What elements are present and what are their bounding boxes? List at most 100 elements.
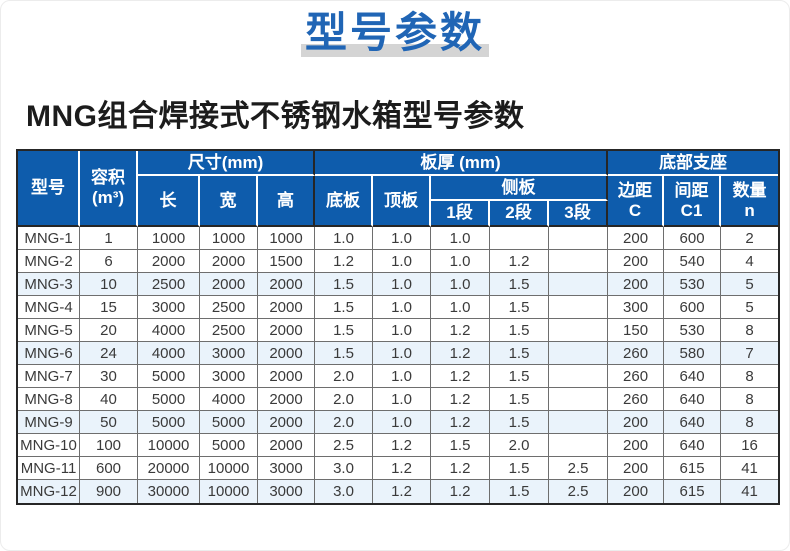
header-model: 型号 [18, 151, 80, 227]
cell-volume: 40 [80, 388, 138, 411]
header-side-group: 侧板 [431, 176, 609, 201]
cell-seg1: 1.2 [431, 457, 491, 480]
header-thickness-group: 板厚 (mm) [315, 151, 609, 176]
cell-top-plate: 1.0 [373, 227, 432, 250]
cell-seg3 [549, 342, 609, 365]
table-row: MNG-8 40 5000 4000 2000 2.0 1.0 1.2 1.5 260 640 8 [18, 388, 779, 411]
header-seg3: 3段 [549, 201, 609, 227]
header-support-group: 底部支座 [608, 151, 779, 176]
cell-spacing-c1: 600 [664, 227, 722, 250]
spec-table-wrap: 型号 容积 (m³) 尺寸(mm) 板厚 (mm) 底部支座 长 宽 高 底板 … [16, 149, 781, 505]
cell-seg3 [549, 434, 609, 457]
cell-qty-n: 41 [721, 480, 779, 503]
cell-bottom-plate: 1.5 [315, 342, 374, 365]
table-row: MNG-7 30 5000 3000 2000 2.0 1.0 1.2 1.5 260 640 8 [18, 365, 779, 388]
page-title: 型号参数 [304, 9, 485, 56]
cell-height: 3000 [258, 480, 316, 503]
cell-width: 2500 [200, 296, 258, 319]
cell-top-plate: 1.0 [373, 388, 432, 411]
cell-width: 2500 [200, 319, 258, 342]
cell-bottom-plate: 3.0 [315, 457, 374, 480]
cell-seg2: 1.5 [490, 457, 550, 480]
cell-spacing-c1: 615 [664, 480, 722, 503]
cell-seg2: 1.5 [490, 411, 550, 434]
cell-seg1: 1.5 [431, 434, 491, 457]
title-wrap: 型号参数 [300, 7, 489, 59]
header-edge-line1: 边距 [618, 180, 653, 200]
cell-spacing-c1: 530 [664, 273, 722, 296]
cell-length: 3000 [138, 296, 200, 319]
cell-edge-c: 150 [608, 319, 665, 342]
cell-seg2: 1.5 [490, 319, 550, 342]
cell-edge-c: 200 [608, 457, 665, 480]
cell-volume: 24 [80, 342, 138, 365]
header-seg1: 1段 [431, 201, 491, 227]
header-seg2: 2段 [490, 201, 550, 227]
cell-seg2: 1.5 [490, 273, 550, 296]
cell-model: MNG-4 [18, 296, 80, 319]
cell-model: MNG-9 [18, 411, 80, 434]
cell-volume: 900 [80, 480, 138, 503]
cell-spacing-c1: 530 [664, 319, 722, 342]
cell-qty-n: 8 [721, 319, 779, 342]
table-row: MNG-5 20 4000 2500 2000 1.5 1.0 1.2 1.5 150 530 8 [18, 319, 779, 342]
cell-seg2: 1.2 [490, 250, 550, 273]
cell-seg3 [549, 296, 609, 319]
cell-spacing-c1: 580 [664, 342, 722, 365]
cell-seg3 [549, 411, 609, 434]
cell-volume: 15 [80, 296, 138, 319]
header-qty-line2: n [744, 200, 755, 220]
title-underlay-bar [300, 44, 489, 57]
cell-height: 1000 [258, 227, 316, 250]
cell-edge-c: 200 [608, 411, 665, 434]
cell-model: MNG-12 [18, 480, 80, 503]
cell-width: 3000 [200, 342, 258, 365]
cell-length: 5000 [138, 411, 200, 434]
header-qty-n: 数量 n [721, 176, 779, 227]
header-volume-line2: (m³) [91, 188, 125, 207]
cell-width: 1000 [200, 227, 258, 250]
cell-length: 2500 [138, 273, 200, 296]
cell-qty-n: 4 [721, 250, 779, 273]
cell-bottom-plate: 2.0 [315, 388, 374, 411]
cell-model: MNG-8 [18, 388, 80, 411]
cell-height: 2000 [258, 273, 316, 296]
cell-seg1: 1.0 [431, 250, 491, 273]
cell-top-plate: 1.2 [373, 434, 432, 457]
cell-top-plate: 1.2 [373, 457, 432, 480]
header-spacing-line2: C1 [680, 200, 703, 220]
cell-length: 30000 [138, 480, 200, 503]
cell-edge-c: 200 [608, 434, 665, 457]
table-body: MNG-1 1 1000 1000 1000 1.0 1.0 1.0 200 600 2 MNG-2 6… [18, 227, 779, 503]
cell-height: 2000 [258, 296, 316, 319]
cell-seg2: 1.5 [490, 342, 550, 365]
cell-edge-c: 200 [608, 480, 665, 503]
cell-model: MNG-5 [18, 319, 80, 342]
cell-seg2: 1.5 [490, 480, 550, 503]
cell-seg2: 2.0 [490, 434, 550, 457]
cell-length: 4000 [138, 319, 200, 342]
cell-height: 2000 [258, 365, 316, 388]
table-row: MNG-6 24 4000 3000 2000 1.5 1.0 1.2 1.5 260 580 7 [18, 342, 779, 365]
cell-length: 5000 [138, 365, 200, 388]
table-row: MNG-1 1 1000 1000 1000 1.0 1.0 1.0 200 600 2 [18, 227, 779, 250]
cell-length: 5000 [138, 388, 200, 411]
cell-bottom-plate: 1.5 [315, 319, 374, 342]
cell-spacing-c1: 640 [664, 365, 722, 388]
cell-width: 10000 [200, 457, 258, 480]
cell-spacing-c1: 600 [664, 296, 722, 319]
cell-top-plate: 1.0 [373, 342, 432, 365]
header-volume-line1: 容积 [91, 168, 125, 188]
title-banner: 型号参数 [1, 7, 789, 65]
cell-seg3 [549, 388, 609, 411]
cell-seg3: 2.5 [549, 480, 609, 503]
cell-seg3: 2.5 [549, 457, 609, 480]
table-row: MNG-2 6 2000 2000 1500 1.2 1.0 1.0 1.2 200 540 4 [18, 250, 779, 273]
cell-seg2: 1.5 [490, 388, 550, 411]
cell-height: 2000 [258, 411, 316, 434]
cell-bottom-plate: 1.5 [315, 296, 374, 319]
cell-volume: 600 [80, 457, 138, 480]
cell-spacing-c1: 540 [664, 250, 722, 273]
table-row: MNG-4 15 3000 2500 2000 1.5 1.0 1.0 1.5 300 600 5 [18, 296, 779, 319]
